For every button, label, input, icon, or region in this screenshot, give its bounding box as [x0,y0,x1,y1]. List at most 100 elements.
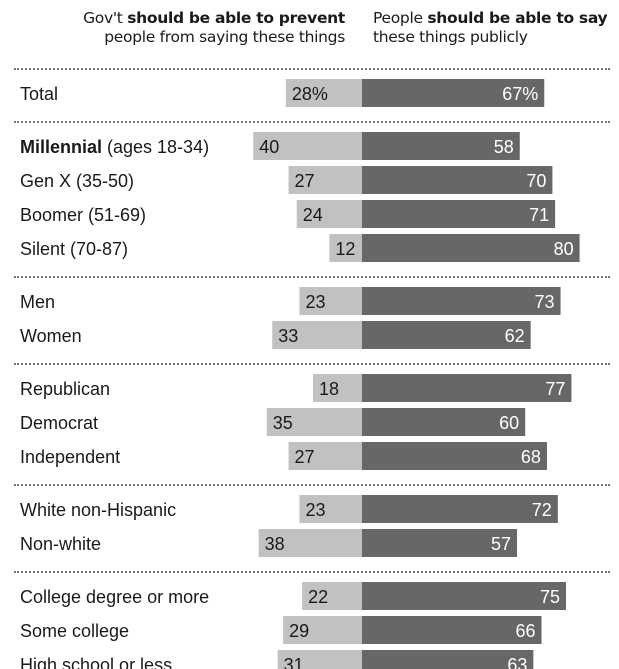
bar-say [362,321,531,349]
bar-say [362,287,561,315]
bar-prevent [285,79,362,107]
dotted-separator [14,571,610,573]
chart-row: College degree or more 22 75 [20,582,566,610]
bar-say [362,132,520,160]
bar-prevent [299,495,362,523]
bar-prevent [302,582,362,610]
bar-say [362,374,572,402]
value-label-say: 58 [494,137,514,157]
dotted-separator [14,68,610,70]
bar-say [362,529,518,557]
row-label-text: Women [20,326,82,346]
row-label-text: Gen X (35-50) [20,171,134,191]
value-label-prevent: 27 [295,171,315,191]
value-label-prevent: 18 [319,379,339,399]
bar-prevent [288,166,362,194]
value-label-prevent: 28% [292,84,328,104]
bar-say [362,200,556,228]
dotted-separator [14,363,610,365]
bar-say [362,408,526,436]
bar-prevent [296,200,362,228]
value-label-say: 71 [529,205,549,225]
bar-say [362,166,553,194]
row-label-text: White non-Hispanic [20,500,176,520]
row-label: Some college [20,621,129,641]
bar-say [362,582,566,610]
header-right-line1: People should be able to say [373,9,608,28]
row-label: Boomer (51-69) [20,205,146,225]
chart-row: Gen X (35-50) 27 70 [20,166,553,194]
value-label-say: 73 [535,292,555,312]
value-label-prevent: 38 [265,534,285,554]
row-label: Women [20,326,82,346]
bar-say [362,79,545,107]
header-left-line2: people from saying these things [104,28,345,46]
bar-prevent [277,650,362,669]
chart-row: Republican 18 77 [20,374,572,402]
value-label-say: 72 [532,500,552,520]
value-label-say: 68 [521,447,541,467]
value-label-prevent: 24 [303,205,323,225]
value-label-prevent: 29 [289,621,309,641]
row-label-text: High school or less [20,655,172,669]
row-label-text: Total [20,84,58,104]
bar-prevent [288,442,362,470]
chart-row: Democrat 35 60 [20,408,526,436]
chart-row: High school or less 31 63 [20,650,534,669]
chart-row: Silent (70-87) 12 80 [20,234,580,262]
header-right-prefix: People [373,9,428,27]
value-label-say: 60 [499,413,519,433]
header-left-prefix: Gov't [83,9,128,27]
bar-prevent [272,321,362,349]
value-label-prevent: 23 [305,292,325,312]
dotted-separator [14,121,610,123]
header-right-line2: these things publicly [373,28,528,46]
header-left-bold: should be able to prevent [127,9,345,27]
row-label-text: Silent (70-87) [20,239,128,259]
chart-row: Total 28% 67% [20,79,545,107]
header-left: Gov't should be able to prevent people f… [83,9,345,47]
row-label-text: Some college [20,621,129,641]
header-left-line1: Gov't should be able to prevent [83,9,345,28]
row-label: High school or less [20,655,172,669]
bar-say [362,650,534,669]
chart-row: Non-white 38 57 [20,529,518,557]
row-label-text: Republican [20,379,110,399]
row-label: Men [20,292,55,312]
value-label-prevent: 23 [305,500,325,520]
chart-row: Millennial (ages 18-34) 40 58 [20,132,520,160]
value-label-say: 77 [545,379,565,399]
bar-say [362,234,580,262]
value-label-prevent: 35 [273,413,293,433]
value-label-say: 70 [526,171,546,191]
bar-prevent [283,616,362,644]
bar-prevent [299,287,362,315]
row-label-bold: Millennial [20,137,102,157]
value-label-say: 75 [540,587,560,607]
value-label-say: 67% [502,84,538,104]
bar-say [362,442,547,470]
row-label: College degree or more [20,587,209,607]
bar-say [362,495,558,523]
row-label-text: (ages 18-34) [102,137,209,157]
row-label: Silent (70-87) [20,239,128,259]
value-label-say: 66 [515,621,535,641]
bar-prevent [313,374,362,402]
row-label-text: Democrat [20,413,98,433]
chart-row: Men 23 73 [20,287,561,315]
value-label-prevent: 31 [284,655,304,669]
row-label-text: Independent [20,447,120,467]
row-label-text: Boomer (51-69) [20,205,146,225]
dotted-separator [14,276,610,278]
chart-row: Women 33 62 [20,321,531,349]
value-label-prevent: 12 [335,239,355,259]
row-label: Non-white [20,534,101,554]
row-label: Gen X (35-50) [20,171,134,191]
value-label-prevent: 33 [278,326,298,346]
row-label-text: Non-white [20,534,101,554]
value-label-prevent: 40 [259,137,279,157]
value-label-say: 80 [554,239,574,259]
bar-say [362,616,542,644]
row-label: Democrat [20,413,98,433]
